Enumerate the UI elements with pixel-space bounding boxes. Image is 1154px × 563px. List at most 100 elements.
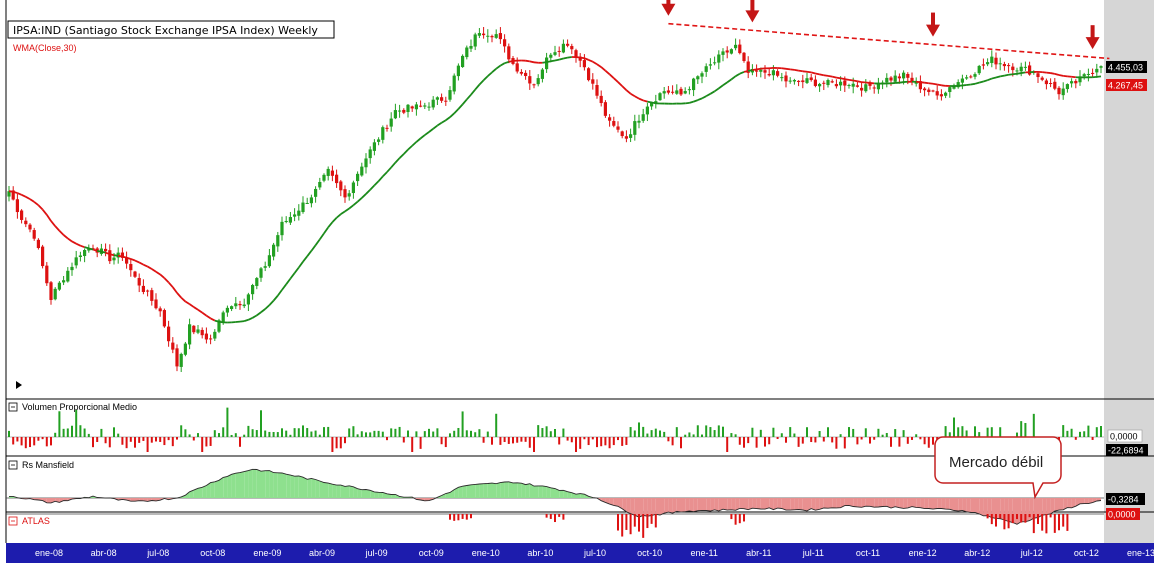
candle — [1007, 63, 1011, 73]
candle-body — [918, 81, 922, 90]
volume-bar — [33, 437, 36, 446]
wma-segment — [718, 84, 724, 90]
volume-bar — [339, 437, 342, 449]
volume-bar — [873, 437, 876, 440]
candle-body — [1074, 80, 1078, 84]
rs-area-slice — [630, 498, 635, 516]
volume-label-current — [1106, 444, 1148, 456]
volume-bar — [633, 430, 636, 437]
candle-body — [612, 121, 616, 126]
wma-segment — [256, 311, 262, 317]
volume-bar — [482, 437, 485, 443]
candle-body — [482, 33, 486, 36]
candle-body — [809, 77, 813, 81]
volume-bar — [801, 437, 804, 444]
time-axis-label: jul-12 — [1020, 548, 1043, 558]
candle — [284, 216, 288, 224]
volume-bar — [201, 437, 204, 452]
wma-segment — [293, 266, 300, 274]
volume-bar — [881, 434, 884, 437]
wma-segment — [344, 207, 350, 213]
rs-area-slice — [954, 498, 959, 511]
volume-bar — [902, 430, 905, 437]
candle-body — [1086, 73, 1090, 75]
wma-segment — [398, 153, 405, 159]
volume-bar — [205, 437, 208, 447]
candle — [830, 79, 834, 84]
volume-bar — [1020, 421, 1023, 437]
rs-area-slice — [861, 498, 866, 508]
wma-segment — [810, 71, 816, 75]
volume-bar — [92, 437, 94, 448]
atlas-bar — [1024, 514, 1027, 523]
rs-area-slice — [479, 483, 484, 498]
wma-segment — [432, 124, 438, 130]
wma-segment — [138, 261, 144, 266]
expand-triangle-icon[interactable] — [16, 381, 22, 389]
candle-body — [981, 64, 985, 66]
candle — [99, 243, 103, 256]
wma-segment — [604, 69, 611, 76]
candle — [990, 50, 994, 68]
wma-segment — [836, 76, 841, 80]
candle — [809, 73, 813, 82]
candle-body — [284, 220, 288, 223]
candle — [1065, 83, 1069, 93]
candle — [570, 43, 574, 55]
candle-body — [629, 134, 633, 138]
candle — [1078, 70, 1082, 86]
candle — [406, 104, 410, 118]
rs-area-slice — [773, 498, 778, 510]
wma-segment — [638, 97, 644, 102]
wma-segment — [525, 59, 530, 63]
wma-segment — [63, 234, 69, 240]
volume-label-zero-text: 0,0000 — [1110, 432, 1138, 442]
candle-body — [465, 47, 469, 58]
candle-body — [620, 131, 624, 137]
volume-bar — [814, 437, 817, 443]
candle-body — [650, 102, 654, 107]
volume-bar — [822, 437, 825, 442]
volume-bar — [696, 425, 699, 437]
candle-body — [238, 303, 242, 306]
candle-body — [910, 77, 914, 83]
volume-bar — [436, 428, 439, 437]
candle — [431, 96, 435, 110]
candle — [410, 105, 414, 112]
rs-area-slice — [832, 498, 837, 508]
volume-bar — [906, 437, 909, 444]
rs-area-slice — [345, 485, 350, 498]
volume-bar — [591, 437, 594, 440]
down-arrow-head — [661, 3, 676, 16]
candle — [654, 94, 658, 109]
volume-bar — [255, 430, 258, 437]
wma-segment — [80, 244, 85, 249]
candle-body — [209, 338, 213, 340]
volume-bar — [503, 437, 506, 443]
rs-area-slice — [634, 498, 639, 518]
rs-area-slice — [836, 498, 841, 508]
candle — [960, 74, 964, 90]
candle-body — [708, 64, 712, 66]
candle-body — [188, 324, 192, 345]
candle — [616, 121, 620, 133]
rs-area-slice — [1067, 498, 1072, 508]
volume-bar — [75, 409, 78, 437]
wma-segment — [361, 193, 367, 199]
wma-segment — [260, 308, 266, 313]
candle — [847, 83, 851, 89]
rs-area-slice — [1063, 498, 1068, 510]
candle — [1074, 79, 1078, 89]
volume-bar — [129, 437, 132, 442]
candle — [973, 72, 977, 80]
rs-area-slice — [508, 481, 513, 498]
wma-segment — [857, 80, 862, 84]
candle-body — [133, 271, 137, 277]
volume-bar — [1083, 431, 1086, 437]
rs-area-slice — [445, 492, 450, 498]
candle-body — [377, 139, 381, 142]
candle — [675, 84, 679, 95]
candle — [28, 223, 32, 233]
candle-body — [624, 136, 628, 139]
candle — [876, 77, 880, 94]
